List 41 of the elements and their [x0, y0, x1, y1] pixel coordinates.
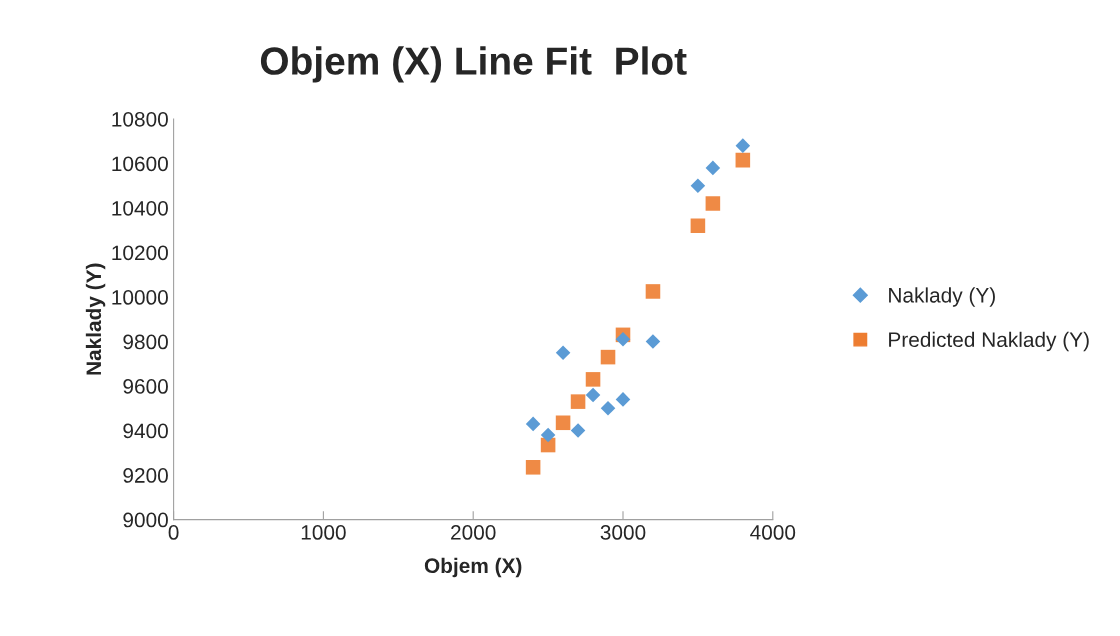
point: [645, 284, 661, 299]
y-tick-label: 9200: [123, 468, 168, 483]
point: [615, 392, 631, 407]
point: [705, 160, 721, 176]
x-tick-label: 2000: [451, 525, 496, 540]
y-tick-label: 10200: [112, 245, 168, 261]
point: [585, 387, 601, 403]
point: [570, 423, 586, 438]
y-axis-title: Naklady (Y): [85, 263, 106, 375]
point: [735, 138, 751, 153]
point: [570, 394, 586, 409]
point: [705, 196, 721, 211]
y-tick-label: 9600: [123, 379, 168, 394]
point: [735, 152, 751, 168]
y-tick-label: 10800: [112, 111, 168, 127]
point: [540, 427, 556, 443]
point: [525, 460, 541, 475]
point: [690, 178, 706, 193]
point: [615, 332, 631, 347]
y-tick-label: 9400: [123, 423, 168, 439]
x-tick-label: 1000: [301, 525, 346, 540]
point: [555, 345, 571, 360]
y-tick-label: 9000: [123, 512, 168, 528]
point: [645, 334, 661, 349]
x-axis-title: Objem (X): [424, 557, 522, 578]
point: [600, 401, 616, 416]
legend-label: Predicted Naklady (Y): [889, 331, 1089, 352]
x-tick-label: 4000: [750, 525, 796, 540]
point: [525, 416, 541, 432]
y-tick-label: 10000: [112, 290, 168, 305]
point: [690, 218, 706, 234]
y-tick-label: 10600: [112, 156, 168, 172]
legend-label: Naklady (Y): [889, 287, 995, 307]
y-tick-label: 10400: [112, 200, 168, 216]
point: [585, 372, 601, 387]
x-tick-label: 3000: [600, 525, 646, 540]
chart-title: Objem (X) Line Fit Plot: [260, 46, 687, 83]
y-tick-label: 9800: [123, 334, 168, 350]
x-tick-label: 0: [168, 525, 179, 540]
point: [600, 349, 616, 365]
point: [555, 415, 571, 431]
